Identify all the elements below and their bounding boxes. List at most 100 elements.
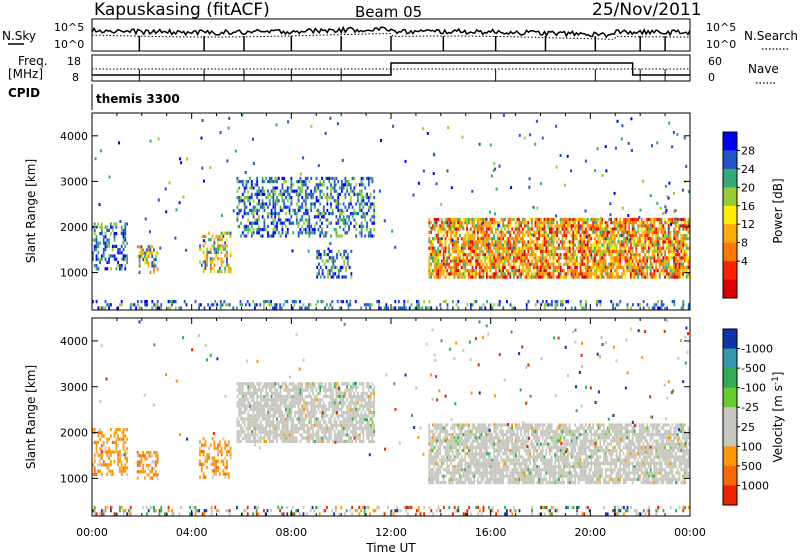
power-echo-cell xyxy=(516,221,519,225)
power-echo-cell xyxy=(491,275,494,279)
power-echo-cell xyxy=(480,262,483,266)
power-echo-cell xyxy=(558,227,560,231)
power-echo-cell xyxy=(612,221,614,225)
power-echo-cell xyxy=(272,202,275,206)
power-echo-cell xyxy=(119,267,121,271)
power-echo-cell xyxy=(498,243,501,247)
velocity-echo-cell xyxy=(250,417,253,421)
power-echo-cell xyxy=(622,246,625,250)
power-echo-cell xyxy=(658,240,661,244)
velocity-echo-cell xyxy=(290,436,293,440)
power-echo-cell xyxy=(597,262,600,266)
power-echo-cell xyxy=(628,256,630,260)
power-echo-cell xyxy=(649,194,652,197)
power-echo-cell xyxy=(495,187,498,191)
power-echo-cell xyxy=(335,205,338,209)
power-echo-cell xyxy=(642,256,645,260)
power-echo-cell xyxy=(531,253,533,257)
power-echo-cell xyxy=(245,303,247,307)
power-echo-cell xyxy=(283,192,286,196)
power-echo-cell xyxy=(554,224,557,228)
power-echo-cell xyxy=(675,262,677,266)
power-echo-cell xyxy=(272,180,275,184)
power-echo-cell xyxy=(126,260,128,264)
power-echo-cell xyxy=(475,275,477,279)
power-echo-cell xyxy=(337,205,340,209)
velocity-echo-cell xyxy=(315,398,318,402)
power-echo-cell xyxy=(615,262,618,266)
power-echo-cell xyxy=(435,249,438,254)
power-echo-cell xyxy=(615,253,618,257)
velocity-echo-cell xyxy=(199,462,201,466)
power-echo-cell xyxy=(545,259,548,263)
power-echo-cell xyxy=(612,240,614,244)
power-echo-cell xyxy=(334,259,337,263)
power-echo-cell xyxy=(491,237,494,241)
velocity-echo-cell xyxy=(290,427,293,431)
power-echo-cell xyxy=(599,265,602,270)
power-echo-cell xyxy=(540,253,542,257)
power-echo-cell xyxy=(313,202,316,206)
power-echo-cell xyxy=(126,241,128,245)
velocity-echo-cell xyxy=(156,473,159,477)
power-echo-cell xyxy=(353,224,356,228)
power-echo-cell xyxy=(263,202,266,206)
velocity-echo-cell xyxy=(268,382,271,386)
velocity-echo-cell xyxy=(111,469,114,473)
power-echo-cell xyxy=(509,237,512,241)
power-echo-cell xyxy=(550,233,553,238)
power-echo-cell xyxy=(448,243,450,247)
power-echo-cell xyxy=(684,217,686,222)
power-echo-cell xyxy=(430,272,432,276)
velocity-echo-cell xyxy=(288,382,291,386)
power-echo-cell xyxy=(268,192,271,196)
power-echo-cell xyxy=(258,189,260,193)
power-echo-cell xyxy=(604,230,607,234)
power-echo-cell xyxy=(475,272,477,276)
power-echo-cell xyxy=(303,228,305,232)
power-echo-cell xyxy=(687,221,690,225)
power-echo-cell xyxy=(603,256,605,260)
power-echo-cell xyxy=(459,272,461,276)
power-echo-cell xyxy=(486,227,488,231)
power-echo-cell xyxy=(261,199,264,203)
velocity-echo-cell xyxy=(272,401,275,405)
power-echo-cell xyxy=(648,240,650,244)
power-echo-cell xyxy=(520,275,522,279)
power-echo-cell xyxy=(441,269,443,273)
power-echo-cell xyxy=(585,243,587,247)
power-echo-cell xyxy=(505,259,508,263)
power-echo-cell xyxy=(312,231,314,235)
power-echo-cell xyxy=(99,306,101,310)
power-echo-cell xyxy=(604,221,607,225)
velocity-echo-cell xyxy=(277,385,280,389)
velocity-echo-cell xyxy=(308,430,311,434)
power-echo-cell xyxy=(229,250,232,254)
power-echo-cell xyxy=(500,246,503,250)
power-echo-cell xyxy=(349,186,352,190)
velocity-echo-cell xyxy=(136,476,139,480)
power-echo-cell xyxy=(570,259,573,263)
velocity-echo-cell xyxy=(295,427,298,431)
velocity-echo-cell xyxy=(272,436,275,440)
velocity-echo-cell xyxy=(151,470,154,474)
power-echo-cell xyxy=(97,267,100,271)
velocity-echo-cell xyxy=(241,391,244,395)
power-echo-cell xyxy=(490,174,493,178)
power-colorbar-tick-label-0: 28 xyxy=(741,144,755,157)
power-echo-cell xyxy=(478,217,481,222)
power-echo-cell xyxy=(599,227,602,231)
power-echo-cell xyxy=(684,221,686,225)
velocity-echo-cell xyxy=(274,391,277,395)
velocity-echo-cell xyxy=(310,388,313,392)
power-echo-cell xyxy=(218,247,221,251)
velocity-echo-cell xyxy=(276,388,278,392)
power-echo-cell xyxy=(101,254,103,258)
power-echo-cell xyxy=(459,224,461,228)
power-echo-cell xyxy=(113,257,116,261)
power-echo-cell xyxy=(444,253,447,257)
power-echo-cell xyxy=(344,221,347,225)
power-echo-cell xyxy=(606,243,609,247)
power-echo-cell xyxy=(226,257,228,261)
power-echo-cell xyxy=(108,241,110,245)
